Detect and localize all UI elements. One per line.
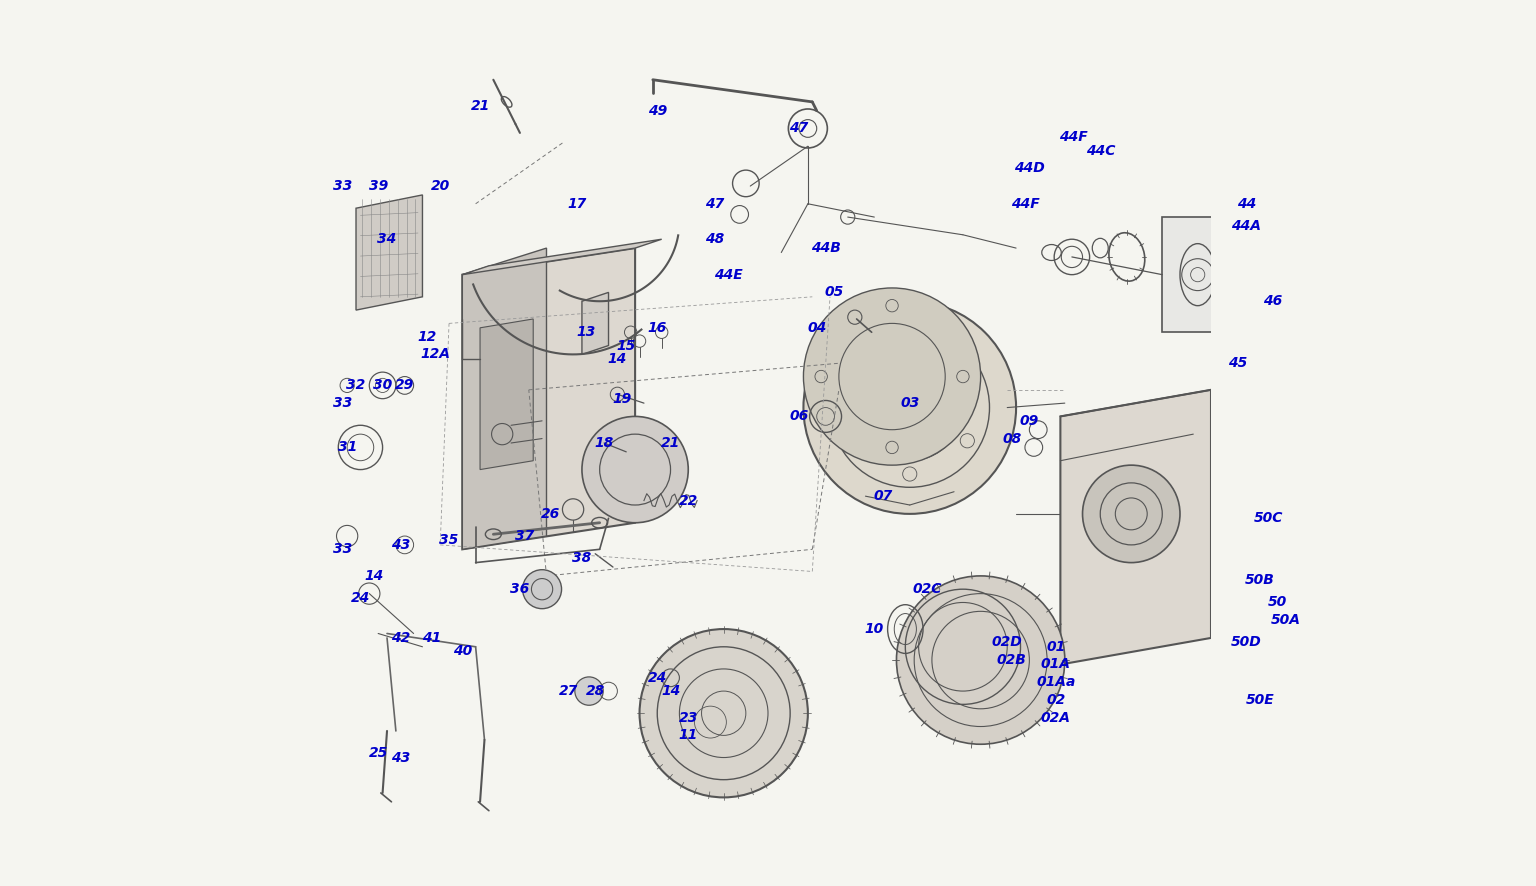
Text: 20: 20 <box>430 179 450 193</box>
Text: 47: 47 <box>790 121 808 136</box>
Text: 49: 49 <box>648 104 667 118</box>
Text: 32: 32 <box>347 378 366 392</box>
Text: 21: 21 <box>470 99 490 113</box>
Text: 50E: 50E <box>1246 693 1273 707</box>
Text: 47: 47 <box>705 197 725 211</box>
Text: 50C: 50C <box>1253 511 1283 525</box>
Text: 02D: 02D <box>992 635 1023 649</box>
Polygon shape <box>582 292 608 354</box>
Text: 01A: 01A <box>1041 657 1071 672</box>
Text: 17: 17 <box>568 197 587 211</box>
Text: 35: 35 <box>439 533 459 548</box>
Text: 01: 01 <box>1046 640 1066 654</box>
Text: 50D: 50D <box>1230 635 1261 649</box>
Circle shape <box>522 570 562 609</box>
Text: 14: 14 <box>608 352 627 366</box>
Text: 44D: 44D <box>1014 161 1044 175</box>
Text: 21: 21 <box>660 436 680 450</box>
Text: 50B: 50B <box>1244 573 1275 587</box>
Text: 08: 08 <box>1001 431 1021 446</box>
Text: 16: 16 <box>648 321 667 335</box>
Polygon shape <box>1060 390 1210 664</box>
Text: 44C: 44C <box>1086 144 1115 158</box>
Text: 42: 42 <box>390 631 410 645</box>
Text: 04: 04 <box>806 321 826 335</box>
Text: 25: 25 <box>369 746 387 760</box>
Text: 06: 06 <box>790 409 808 424</box>
Text: 22: 22 <box>679 494 697 508</box>
Circle shape <box>582 416 688 523</box>
Text: 02B: 02B <box>997 653 1026 667</box>
Text: 28: 28 <box>585 684 605 698</box>
Circle shape <box>1261 343 1267 348</box>
Text: 15: 15 <box>616 338 636 353</box>
Polygon shape <box>462 239 662 275</box>
Text: 30: 30 <box>373 378 392 392</box>
Text: 43: 43 <box>390 750 410 765</box>
Text: 14: 14 <box>364 569 384 583</box>
Text: 33: 33 <box>333 179 352 193</box>
Text: 44E: 44E <box>714 268 742 282</box>
Circle shape <box>897 576 1064 744</box>
Circle shape <box>1083 465 1180 563</box>
Text: 01Aa: 01Aa <box>1037 675 1075 689</box>
Text: 50: 50 <box>1267 595 1287 610</box>
Text: 24: 24 <box>648 671 667 685</box>
Text: 38: 38 <box>573 551 591 565</box>
Text: 48: 48 <box>705 232 725 246</box>
Circle shape <box>803 288 980 465</box>
Polygon shape <box>462 248 547 549</box>
Text: 18: 18 <box>594 436 614 450</box>
Polygon shape <box>481 319 533 470</box>
Text: 10: 10 <box>865 622 883 636</box>
Text: 44: 44 <box>1236 197 1256 211</box>
Text: 33: 33 <box>333 542 352 556</box>
Text: 44A: 44A <box>1232 219 1261 233</box>
Text: 44B: 44B <box>811 241 840 255</box>
Circle shape <box>803 301 1017 514</box>
Text: 43: 43 <box>390 538 410 552</box>
Polygon shape <box>1163 217 1233 332</box>
Text: 02: 02 <box>1046 693 1066 707</box>
Text: 44F: 44F <box>1011 197 1040 211</box>
Text: 37: 37 <box>515 529 535 543</box>
Text: 05: 05 <box>825 285 845 299</box>
Polygon shape <box>462 248 634 549</box>
Text: 12A: 12A <box>421 347 450 361</box>
Text: 39: 39 <box>369 179 387 193</box>
Text: 33: 33 <box>333 396 352 410</box>
Text: 31: 31 <box>338 440 356 455</box>
Circle shape <box>639 629 808 797</box>
Text: 27: 27 <box>559 684 578 698</box>
Circle shape <box>574 677 604 705</box>
Text: 36: 36 <box>510 582 530 596</box>
Text: 14: 14 <box>660 684 680 698</box>
Text: 40: 40 <box>453 644 472 658</box>
Polygon shape <box>356 195 422 310</box>
Text: 12: 12 <box>418 330 436 344</box>
Text: 23: 23 <box>679 711 697 725</box>
Text: 11: 11 <box>679 728 697 742</box>
Text: 02C: 02C <box>912 582 942 596</box>
Text: 45: 45 <box>1227 356 1247 370</box>
Text: 02A: 02A <box>1041 711 1071 725</box>
Text: 24: 24 <box>350 591 370 605</box>
Text: 44F: 44F <box>1060 130 1087 144</box>
Text: 13: 13 <box>576 325 596 339</box>
Text: 07: 07 <box>874 489 892 503</box>
Text: 09: 09 <box>1020 414 1038 428</box>
Text: 41: 41 <box>422 631 441 645</box>
Text: 50A: 50A <box>1272 613 1301 627</box>
Text: 19: 19 <box>613 392 631 406</box>
Text: 26: 26 <box>541 507 561 521</box>
Text: 29: 29 <box>395 378 415 392</box>
Text: 03: 03 <box>900 396 920 410</box>
Text: 34: 34 <box>378 232 396 246</box>
Text: 46: 46 <box>1264 294 1283 308</box>
